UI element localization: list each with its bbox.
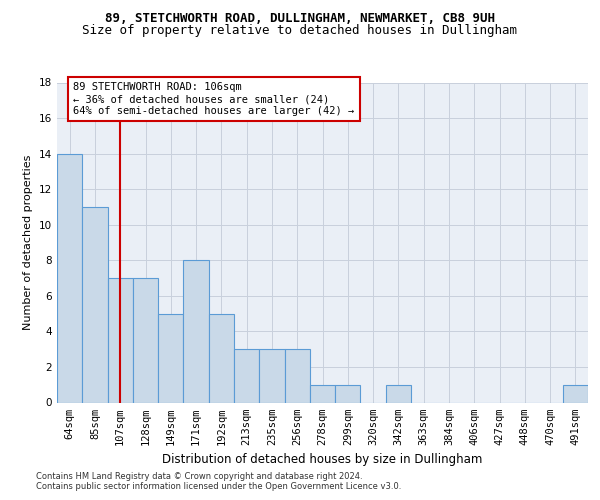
- Bar: [184, 260, 209, 402]
- Bar: [259, 349, 284, 403]
- Bar: [563, 384, 588, 402]
- Y-axis label: Number of detached properties: Number of detached properties: [23, 155, 34, 330]
- Text: Contains HM Land Registry data © Crown copyright and database right 2024.: Contains HM Land Registry data © Crown c…: [36, 472, 362, 481]
- Bar: [82, 207, 107, 402]
- Bar: [158, 314, 184, 402]
- Bar: [284, 349, 310, 403]
- X-axis label: Distribution of detached houses by size in Dullingham: Distribution of detached houses by size …: [163, 453, 482, 466]
- Bar: [386, 384, 411, 402]
- Bar: [133, 278, 158, 402]
- Text: Size of property relative to detached houses in Dullingham: Size of property relative to detached ho…: [83, 24, 517, 37]
- Text: 89, STETCHWORTH ROAD, DULLINGHAM, NEWMARKET, CB8 9UH: 89, STETCHWORTH ROAD, DULLINGHAM, NEWMAR…: [105, 12, 495, 26]
- Bar: [209, 314, 234, 402]
- Text: 89 STETCHWORTH ROAD: 106sqm
← 36% of detached houses are smaller (24)
64% of sem: 89 STETCHWORTH ROAD: 106sqm ← 36% of det…: [73, 82, 355, 116]
- Bar: [335, 384, 361, 402]
- Bar: [57, 154, 82, 402]
- Bar: [107, 278, 133, 402]
- Text: Contains public sector information licensed under the Open Government Licence v3: Contains public sector information licen…: [36, 482, 401, 491]
- Bar: [310, 384, 335, 402]
- Bar: [234, 349, 259, 403]
